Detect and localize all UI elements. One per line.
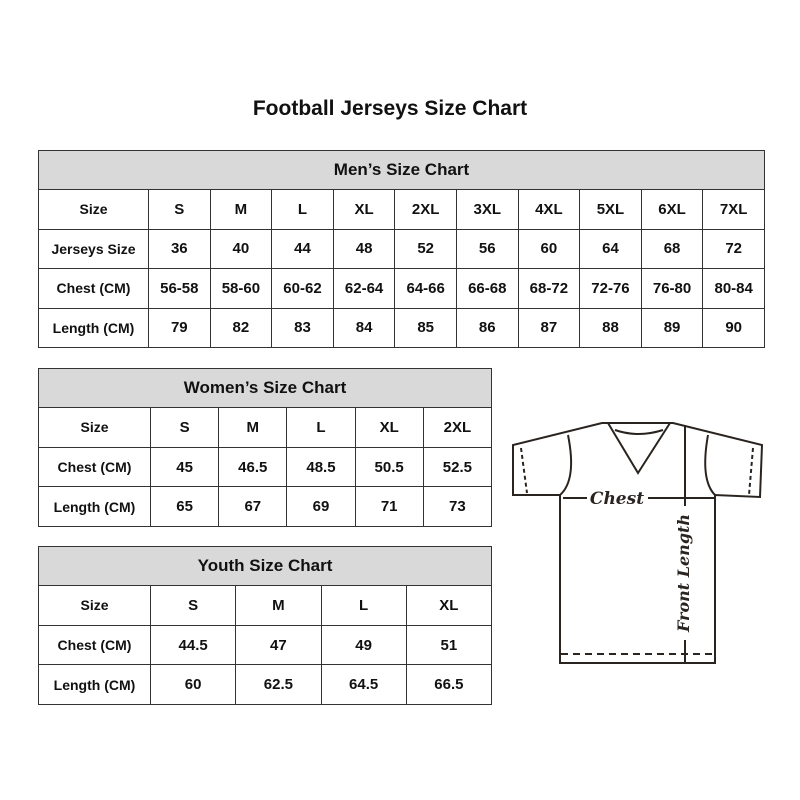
table-row: Size S M L XL — [38, 585, 493, 626]
table-cell: 58-60 — [209, 268, 273, 309]
table-row: Chest (CM) 44.5 47 49 51 — [38, 624, 493, 666]
table-cell: XL — [354, 407, 424, 448]
table-cell: 71 — [354, 486, 424, 528]
table-cell: S — [149, 585, 237, 626]
row-label: Chest (CM) — [38, 624, 151, 666]
table-row: Size S M L XL 2XL 3XL 4XL 5XL 6XL 7XL — [38, 189, 765, 230]
row-label: Length (CM) — [38, 486, 151, 528]
table-cell: M — [218, 407, 288, 448]
row-label: Chest (CM) — [38, 268, 149, 309]
table-cell: 85 — [394, 307, 457, 348]
table-cell: 2XL — [394, 189, 457, 230]
table-cell: 60 — [149, 664, 237, 706]
table-cell: 7XL — [702, 189, 765, 230]
table-cell: 36 — [148, 228, 211, 269]
chest-label: Chest — [590, 489, 644, 509]
table-cell: 44.5 — [149, 624, 237, 666]
table-cell: 2XL — [422, 407, 493, 448]
table-cell: 68 — [640, 228, 704, 269]
page-title: Football Jerseys Size Chart — [252, 97, 528, 120]
jersey-diagram: Chest Front Length — [512, 422, 764, 664]
table-row: Length (CM) 60 62.5 64.5 66.5 — [38, 664, 493, 706]
youth-size-table: Youth Size Chart Size S M L XL Chest (CM) 44.5 4… — [38, 546, 493, 706]
row-label: Size — [38, 407, 151, 448]
table-cell: 67 — [218, 486, 288, 528]
table-cell: 87 — [517, 307, 581, 348]
front-length-label: Front Length — [674, 514, 693, 633]
table-cell: 60-62 — [271, 268, 334, 309]
row-label: Chest (CM) — [38, 446, 151, 488]
table-cell: 73 — [422, 486, 493, 528]
table-cell: 64.5 — [320, 664, 407, 706]
table-cell: 52.5 — [422, 446, 493, 488]
table-cell: 5XL — [579, 189, 642, 230]
table-cell: XL — [405, 585, 493, 626]
table-row: Jerseys Size 36 40 44 48 52 56 60 64 68 72 — [38, 228, 765, 269]
table-cell: 3XL — [455, 189, 519, 230]
table-cell: 72-76 — [579, 268, 642, 309]
table-row: Length (CM) 79 82 83 84 85 86 87 88 89 90 — [38, 307, 765, 348]
table-cell: 46.5 — [218, 446, 288, 488]
women-caption: Women’s Size Chart — [38, 368, 492, 408]
row-label: Size — [38, 189, 149, 230]
table-cell: XL — [332, 189, 396, 230]
table-cell: S — [148, 189, 211, 230]
table-row: Size S M L XL 2XL — [38, 407, 493, 448]
table-cell: 79 — [148, 307, 211, 348]
table-cell: 66-68 — [455, 268, 519, 309]
table-cell: 66.5 — [405, 664, 493, 706]
table-cell: M — [235, 585, 322, 626]
table-cell: 84 — [332, 307, 396, 348]
table-cell: 68-72 — [517, 268, 581, 309]
table-cell: 52 — [394, 228, 457, 269]
row-label: Length (CM) — [38, 307, 149, 348]
table-cell: 56 — [455, 228, 519, 269]
table-cell: L — [286, 407, 356, 448]
table-cell: 50.5 — [354, 446, 424, 488]
womens-size-table: Women’s Size Chart Size S M L XL 2XL Chest (CM)… — [38, 368, 493, 528]
table-cell: 62-64 — [332, 268, 396, 309]
table-cell: 83 — [271, 307, 334, 348]
table-cell: 76-80 — [640, 268, 704, 309]
table-cell: 4XL — [517, 189, 581, 230]
table-cell: M — [209, 189, 273, 230]
table-cell: 82 — [209, 307, 273, 348]
table-cell: 80-84 — [702, 268, 765, 309]
table-row: Chest (CM) 45 46.5 48.5 50.5 52.5 — [38, 446, 493, 488]
row-label: Size — [38, 585, 151, 626]
table-cell: 40 — [209, 228, 273, 269]
table-cell: 48.5 — [286, 446, 356, 488]
table-cell: L — [271, 189, 334, 230]
table-cell: 44 — [271, 228, 334, 269]
table-cell: 60 — [517, 228, 581, 269]
table-cell: 65 — [149, 486, 220, 528]
table-row: Chest (CM) 56-58 58-60 60-62 62-64 64-66 66-68… — [38, 268, 765, 309]
table-cell: 49 — [320, 624, 407, 666]
table-cell: 48 — [332, 228, 396, 269]
table-cell: 90 — [702, 307, 765, 348]
row-label: Length (CM) — [38, 664, 151, 706]
table-cell: 62.5 — [235, 664, 322, 706]
table-cell: 86 — [455, 307, 519, 348]
row-label: Jerseys Size — [38, 228, 149, 269]
table-cell: 89 — [640, 307, 704, 348]
men-caption: Men’s Size Chart — [38, 150, 765, 190]
table-cell: 6XL — [640, 189, 704, 230]
table-cell: 88 — [579, 307, 642, 348]
table-cell: 69 — [286, 486, 356, 528]
table-cell: 56-58 — [148, 268, 211, 309]
jersey-outline — [512, 422, 764, 664]
table-cell: 64-66 — [394, 268, 457, 309]
table-cell: 64 — [579, 228, 642, 269]
table-row: Length (CM) 65 67 69 71 73 — [38, 486, 493, 528]
table-cell: 45 — [149, 446, 220, 488]
youth-caption: Youth Size Chart — [38, 546, 492, 586]
table-cell: S — [149, 407, 220, 448]
mens-size-table: Men’s Size Chart Size S M L XL 2XL 3XL 4XL 5XL 6XL… — [38, 150, 765, 348]
table-cell: 51 — [405, 624, 493, 666]
table-cell: 72 — [702, 228, 765, 269]
table-cell: L — [320, 585, 407, 626]
table-cell: 47 — [235, 624, 322, 666]
